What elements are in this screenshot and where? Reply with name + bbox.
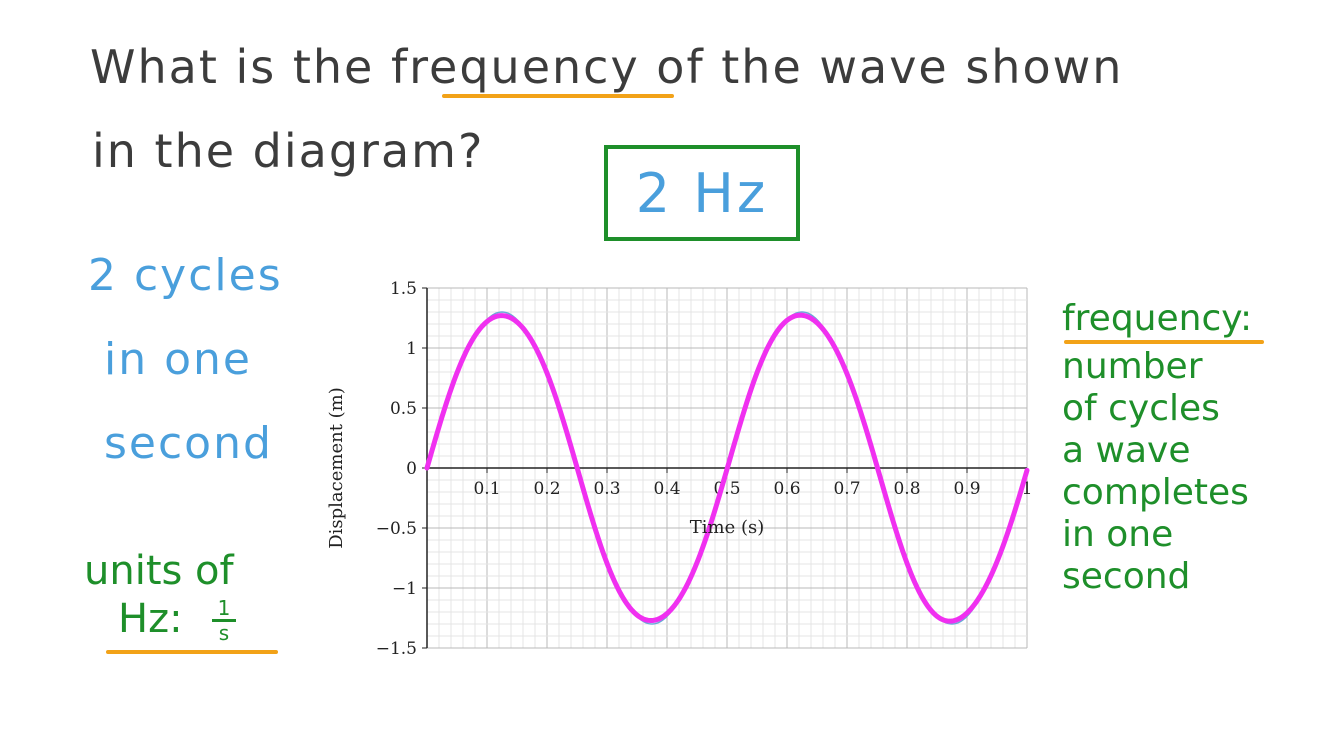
definition-line-2: of cycles (1062, 388, 1220, 429)
frequency-highlight-underline (442, 94, 674, 98)
answer-box: 2 Hz (604, 145, 800, 241)
x-tick-label: 0.6 (773, 479, 800, 499)
x-tick-label: 1 (1022, 479, 1033, 499)
x-tick-label: 0.2 (533, 479, 560, 499)
x-tick-label: 0.3 (593, 479, 620, 499)
units-fraction-numerator: 1 (217, 596, 231, 620)
note-cycles-line-2: in one (104, 334, 252, 385)
wave-series-traced (424, 312, 1030, 624)
y-tick-label: −0.5 (376, 519, 417, 539)
definition-term: frequency: (1062, 298, 1253, 339)
x-tick-label: 0.1 (473, 479, 500, 499)
question-line-2: in the diagram? (92, 124, 485, 178)
units-highlight-underline (106, 650, 278, 654)
x-tick-label: 0.4 (653, 479, 680, 499)
definition-term-underline (1064, 340, 1264, 344)
definition-line-6: second (1062, 556, 1191, 597)
y-axis-title: Displacement (m) (326, 387, 347, 549)
y-tick-label: 0.5 (390, 399, 417, 419)
y-tick-label: −1.5 (376, 639, 417, 659)
y-tick-label: 1.5 (390, 279, 417, 299)
definition-line-3: a wave (1062, 430, 1191, 471)
x-axis-title: Time (s) (690, 517, 765, 538)
displacement-time-chart: 1.5 1 0.5 0 −0.5 −1 −1.5 0.1 0.2 0.3 0.4 0.5 0.6 0.7… (326, 279, 1032, 659)
fraction-bar (212, 619, 236, 622)
units-note-line-1: units of (84, 548, 234, 594)
definition-line-1: number (1062, 346, 1203, 387)
x-tick-label: 0.9 (953, 479, 980, 499)
note-cycles-line-1: 2 cycles (88, 250, 283, 301)
units-note-line-2: Hz: (118, 596, 183, 642)
units-fraction-denominator: s (218, 621, 230, 645)
y-tick-labels: 1.5 1 0.5 0 −0.5 −1 −1.5 (376, 279, 427, 659)
y-tick-label: −1 (392, 579, 417, 599)
question-line-1: What is the frequency of the wave shown (90, 40, 1124, 94)
answer-text: 2 Hz (635, 161, 769, 225)
note-cycles-line-3: second (104, 418, 273, 469)
units-fraction: 1 s (212, 598, 236, 643)
x-tick-label: 0.8 (893, 479, 920, 499)
y-tick-label: 1 (406, 339, 417, 359)
y-tick-label: 0 (406, 459, 417, 479)
definition-line-4: completes (1062, 472, 1249, 513)
x-tick-label: 0.7 (833, 479, 860, 499)
x-tick-labels: 0.1 0.2 0.3 0.4 0.5 0.6 0.7 0.8 0.9 1 (473, 468, 1032, 499)
definition-line-5: in one (1062, 514, 1174, 555)
